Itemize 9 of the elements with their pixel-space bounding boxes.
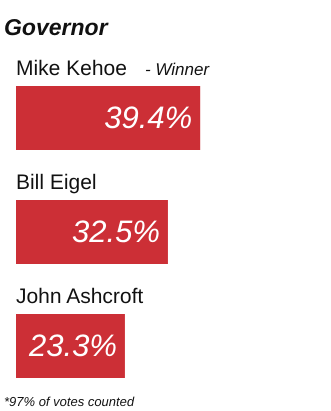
- y-tick-label: John Ashcroft: [16, 285, 144, 308]
- y-tick-label: Bill Eigel: [16, 171, 97, 194]
- data-label: 23.3%: [28, 328, 117, 363]
- data-label: 32.5%: [72, 214, 160, 249]
- text: *97% of votes counted: [4, 394, 135, 409]
- y-tick-label: Mike Kehoe: [16, 57, 127, 80]
- data-label: 39.4%: [104, 100, 192, 135]
- chart-title: Governor: [4, 14, 109, 40]
- annotation: - Winner: [145, 60, 210, 79]
